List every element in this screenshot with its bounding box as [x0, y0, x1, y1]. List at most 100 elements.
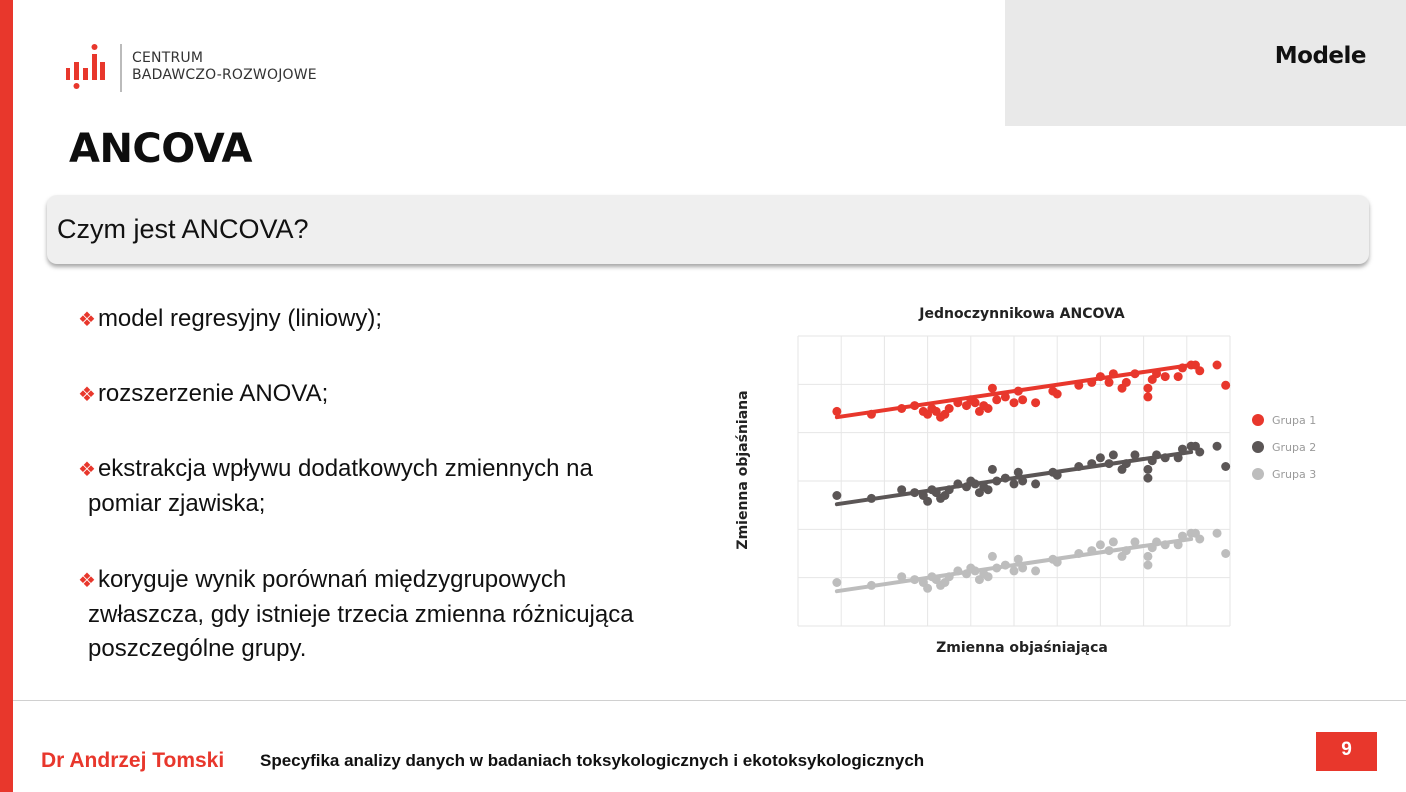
page-title: ANCOVA [69, 126, 252, 172]
trend-line-group-3 [834, 537, 1194, 594]
data-point-group-2 [1018, 476, 1028, 486]
data-point-group-3 [1108, 537, 1118, 547]
data-point-group-2 [1195, 447, 1205, 457]
bullet-text-continued: poszczególne grupy. [88, 635, 307, 662]
data-point-group-3 [1143, 560, 1153, 570]
data-point-group-1 [1121, 377, 1131, 387]
bullet-text: rozszerzenie ANOVA; [97, 380, 329, 407]
data-point-group-3 [953, 566, 963, 576]
data-point-group-1 [1031, 398, 1041, 408]
bullet-item: ❖rozszerzenie ANOVA; [78, 377, 698, 412]
data-point-group-3 [992, 563, 1002, 573]
data-point-group-2 [1013, 467, 1023, 477]
logo: CENTRUM BADAWCZO-ROZWOJOWE [66, 44, 346, 94]
data-point-group-3 [1074, 549, 1084, 558]
data-point-group-1 [1221, 380, 1231, 390]
legend-swatch-group-1 [1252, 414, 1264, 426]
data-point-group-2 [983, 485, 993, 495]
data-point-group-2 [1074, 462, 1084, 471]
footer-author: Dr Andrzej Tomski [41, 749, 225, 772]
chart-y-axis-label: Zmienna objaśniana [735, 390, 751, 549]
data-point-group-3 [1095, 540, 1105, 550]
data-point-group-1 [1000, 392, 1010, 402]
data-point-group-1 [1095, 372, 1105, 382]
data-point-group-3 [1009, 566, 1019, 576]
section-label: Modele [1274, 43, 1367, 69]
chart-x-axis-label: Zmienna objaśniająca [936, 640, 1108, 656]
data-point-group-1 [1195, 366, 1205, 376]
logo-icon [66, 44, 105, 89]
data-point-group-1 [1104, 377, 1114, 387]
bullet-text: model regresyjny (liniowy); [97, 305, 383, 332]
bullet-text: ekstrakcja wpływu dodatkowych zmiennych … [97, 455, 593, 482]
data-point-group-2 [1212, 441, 1222, 451]
data-point-group-1 [970, 398, 980, 408]
data-point-group-1 [1009, 398, 1019, 408]
bullet-item: ❖koryguje wynik porównań międzygrupowych… [78, 563, 698, 666]
data-point-group-1 [897, 404, 907, 413]
data-point-group-2 [953, 479, 963, 489]
data-point-group-3 [983, 572, 993, 582]
data-point-group-2 [1152, 450, 1162, 460]
data-point-group-2 [1087, 459, 1097, 469]
data-point-group-3 [1087, 546, 1097, 556]
legend-label-group-2: Grupa 2 [1272, 441, 1316, 454]
data-point-group-1 [1130, 369, 1140, 379]
data-point-group-2 [992, 476, 1002, 486]
logo-text: CENTRUM BADAWCZO-ROZWOJOWE [132, 50, 317, 84]
data-point-group-2 [1031, 479, 1041, 489]
data-point-group-3 [1195, 534, 1205, 544]
diamond-bullet-icon: ❖ [78, 459, 96, 481]
data-point-group-2 [1104, 459, 1114, 469]
diamond-bullet-icon: ❖ [78, 384, 96, 406]
footer-divider [13, 700, 1406, 701]
data-point-group-2 [1108, 450, 1118, 460]
data-point-group-1 [983, 404, 993, 413]
data-point-group-2 [1173, 453, 1183, 463]
ancova-scatter-chart: Jednoczynnikowa ANCOVA Zmienna objaśniaj… [735, 306, 1316, 656]
logo-separator [120, 44, 122, 92]
bullet-item: ❖ekstrakcja wpływu dodatkowych zmiennych… [78, 452, 698, 521]
data-point-group-2 [1221, 462, 1231, 471]
legend-label-group-3: Grupa 3 [1272, 468, 1316, 481]
data-point-group-1 [1160, 372, 1170, 382]
bullet-text: koryguje wynik porównań międzygrupowych [97, 566, 567, 593]
data-point-group-2 [1143, 464, 1153, 474]
data-point-group-1 [1087, 377, 1097, 387]
data-point-group-2 [1130, 450, 1140, 460]
data-point-group-3 [1104, 546, 1114, 556]
logo-line-2: BADAWCZO-ROZWOJOWE [132, 67, 317, 83]
data-point-group-3 [910, 575, 920, 585]
page-number: 9 [1316, 732, 1377, 771]
data-point-group-2 [1000, 473, 1010, 483]
data-point-group-1 [1152, 369, 1162, 379]
data-point-group-2 [866, 493, 876, 503]
data-point-group-2 [1052, 470, 1062, 480]
logo-line-1: CENTRUM [132, 50, 204, 66]
section-header: Modele [1005, 0, 1406, 126]
bullet-text-continued: pomiar zjawiska; [88, 490, 266, 517]
data-point-group-2 [1177, 444, 1187, 454]
data-point-group-2 [897, 485, 907, 495]
data-point-group-2 [1121, 459, 1131, 469]
data-point-group-1 [1143, 383, 1153, 393]
data-point-group-3 [1143, 551, 1153, 561]
question-banner: Czym jest ANCOVA? [47, 195, 1369, 264]
data-point-group-3 [944, 572, 954, 582]
trend-line-group-2 [834, 450, 1194, 507]
data-point-group-1 [987, 383, 997, 393]
data-point-group-3 [1018, 563, 1028, 573]
data-point-group-3 [1031, 566, 1041, 576]
data-point-group-3 [1000, 560, 1010, 570]
data-point-group-3 [1152, 537, 1162, 547]
data-point-group-1 [1018, 395, 1028, 405]
data-point-group-2 [970, 479, 980, 489]
bullet-text-continued: zwłaszcza, gdy istnieje trzecia zmienna … [88, 601, 634, 628]
data-point-group-3 [1121, 546, 1131, 556]
data-point-group-1 [1173, 372, 1183, 382]
bullet-item: ❖model regresyjny (liniowy); [78, 302, 698, 337]
data-point-group-2 [987, 464, 997, 474]
legend-swatch-group-3 [1252, 468, 1264, 480]
question-text: Czym jest ANCOVA? [57, 214, 309, 244]
data-point-group-2 [944, 485, 954, 495]
